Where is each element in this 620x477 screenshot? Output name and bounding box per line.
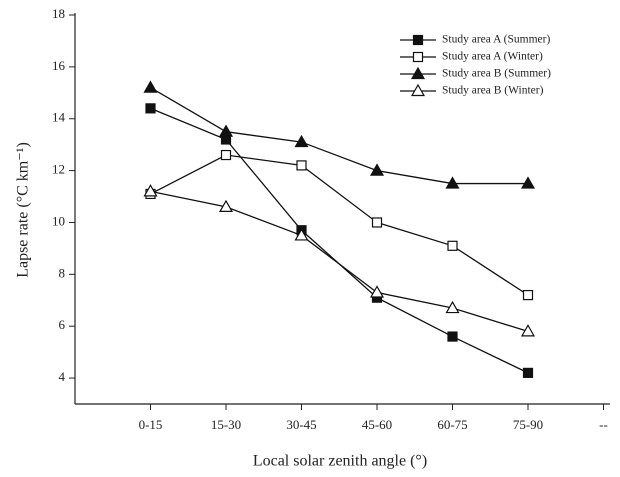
data-point — [296, 160, 307, 171]
legend-label: Study area A (Winter) — [442, 51, 543, 63]
data-point — [143, 184, 158, 197]
y-axis-label: Lapse rate (°C km⁻¹) — [15, 142, 32, 278]
series-line — [150, 154, 529, 296]
series-line — [150, 87, 528, 185]
x-tick-label: 45-60 — [362, 417, 392, 432]
y-tick-label: 8 — [59, 265, 66, 280]
series-line — [150, 107, 529, 374]
y-tick-label: 14 — [52, 110, 66, 125]
data-point — [520, 324, 536, 337]
legend-label: Study area B (Winter) — [442, 85, 544, 97]
series-line — [150, 190, 529, 333]
y-tick-label: 12 — [52, 162, 65, 177]
data-point — [294, 134, 309, 148]
data-point — [218, 199, 234, 213]
data-point — [445, 176, 460, 189]
x-tick-label: 60-75 — [437, 417, 467, 432]
data-point — [220, 149, 232, 161]
legend-label: Study area B (Summer) — [442, 68, 551, 80]
y-tick-label: 16 — [52, 58, 66, 73]
data-point — [445, 300, 460, 314]
x-tick-label: 0-15 — [139, 417, 163, 432]
data-point — [522, 289, 534, 301]
data-point — [371, 217, 383, 228]
data-point — [369, 163, 385, 176]
data-point — [143, 80, 158, 93]
y-tick-label: 10 — [52, 213, 65, 228]
data-point — [447, 331, 458, 342]
legend-marker — [410, 83, 426, 97]
data-point — [447, 240, 458, 251]
data-point — [369, 285, 385, 298]
legend-marker — [410, 66, 426, 80]
data-point — [218, 124, 234, 137]
legend-marker — [412, 34, 424, 46]
y-tick-label: 18 — [52, 6, 65, 21]
y-tick-label: 6 — [59, 317, 66, 332]
data-point — [520, 176, 536, 189]
y-tick-label: 4 — [59, 369, 66, 384]
x-tick-label: 15-30 — [211, 417, 241, 432]
x-axis-label: Local solar zenith angle (°) — [253, 453, 427, 470]
data-point — [522, 367, 534, 378]
legend-marker — [412, 51, 424, 63]
x-tick-label: 75-90 — [513, 417, 543, 432]
legend-label: Study area A (Summer) — [442, 34, 550, 46]
data-point — [294, 228, 309, 241]
x-tick-label: 30-45 — [286, 417, 316, 432]
x-tick-label: -- — [599, 417, 608, 432]
data-point — [145, 103, 156, 114]
